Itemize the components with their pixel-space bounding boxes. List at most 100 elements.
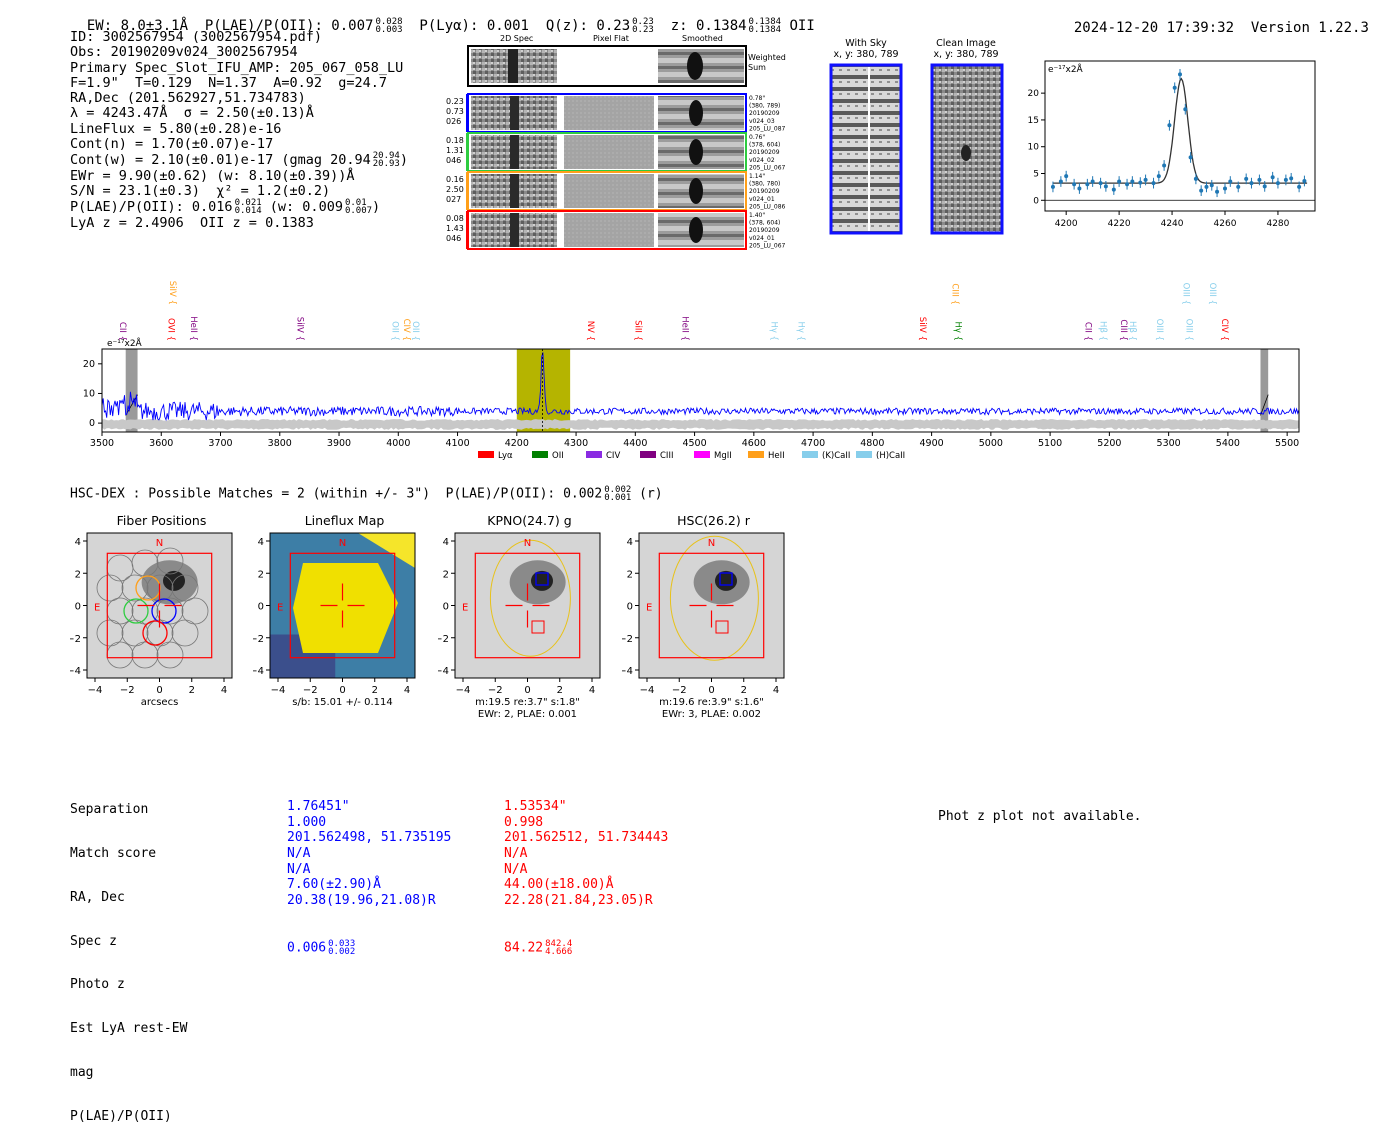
hsc-xtick-label: 0 [339, 685, 345, 696]
info-obs: Obs: 20190209v024_3002567954 [70, 44, 298, 61]
fit-data-point [1204, 184, 1209, 189]
with-sky-image [829, 63, 903, 235]
fiber-blue [151, 598, 177, 624]
fit-ytick-label: 0 [1033, 196, 1039, 206]
spectrum-line-id: CIII { [949, 283, 959, 305]
info-contw: Cont(w) = 2.10(±0.01)e-17 (gmag 20.94 20.… [70, 151, 408, 170]
spectrum-line-id: CIV { [401, 319, 411, 341]
fiber-circle [146, 574, 174, 602]
cutout-row-left-label: 0.16 [446, 175, 464, 184]
hsc-xlabel: m:19.6 re:3.9" s:1.6" [659, 697, 764, 708]
fit-data-point [1199, 188, 1204, 193]
galaxy-core [715, 570, 737, 591]
search-box [474, 552, 581, 659]
fit-data-point [1162, 163, 1167, 168]
fit-data-point [1297, 184, 1302, 189]
cutout-row-left-label: 0.08 [446, 214, 464, 223]
line-fit-plot: e⁻¹⁷x2Å 4200 4220 4240 4260 4280 0 5 10 15 20 [1028, 60, 1316, 229]
east-label: E [94, 603, 100, 614]
spectrum-xtick-label: 5400 [1216, 438, 1240, 449]
cutout-row-right-label: v024_03 [749, 118, 775, 125]
north-label: N [524, 538, 531, 549]
cutout-row-left-label: 1.31 [446, 146, 464, 155]
match-1-values: 1.76451" 1.000 201.562498, 51.735195 N/A N/A… [287, 799, 452, 957]
legend-swatch [748, 451, 764, 458]
fit-xtick-label: 4240 [1161, 219, 1184, 229]
cutout-2d-signal [510, 174, 519, 208]
galaxy-core [531, 570, 553, 591]
hsc-xlabel: m:19.5 re:3.7" s:1.8" [475, 697, 580, 708]
legend-swatch [586, 451, 602, 458]
info-lineflux: LineFlux = 5.80(±0.28)e-16 [70, 120, 282, 137]
fit-data-point [1289, 176, 1294, 181]
fit-ytick-label: 5 [1033, 170, 1039, 180]
spectrum-line-id: OIII { [1183, 319, 1193, 341]
cutout-row-left-label: 046 [446, 156, 461, 165]
spectrum-xtick-label: 5300 [1157, 438, 1181, 449]
cutout-row-left-label: 0.23 [446, 97, 464, 106]
fit-data-point [1215, 189, 1220, 194]
lineflux-corner [358, 533, 415, 568]
spectrum-line-id: CII { [117, 322, 127, 341]
legend-swatch [532, 451, 548, 458]
cutout-smoothed-signal [689, 139, 703, 165]
hsc-xtick-label: 4 [221, 685, 227, 696]
spectrum-ytick-label: 0 [89, 418, 95, 429]
hsc-xtick-label: −4 [271, 685, 286, 696]
spectrum-line-id: CII { [1083, 322, 1093, 341]
spectrum-xtick-label: 4400 [623, 438, 647, 449]
version: Version 1.22.3 [1250, 20, 1369, 36]
header-plae: P(LAE)/P(OII): 0.007 [204, 18, 374, 34]
hsc-ytick-label: 2 [258, 569, 264, 580]
spectrum-line-id: Hβ { [1097, 321, 1107, 341]
fit-data-point [1058, 179, 1063, 184]
label-spec-z: Spec z [70, 933, 117, 949]
fit-data-point [1178, 72, 1182, 77]
spectrum-line-id: SiIV { [295, 317, 305, 341]
spectrum-xtick-label: 5200 [1097, 438, 1121, 449]
detection-info: ID: 3002567954 (3002567954.pdf) Obs: 201… [70, 29, 408, 231]
cutout-pixel-flat [564, 135, 654, 169]
cutout-smoothed-signal [689, 178, 703, 204]
spectrum-line-id: OVI { [165, 318, 175, 341]
hsc-panel-1: Lineflux Map N E −4 −4 −2 −2 0 0 2 2 4 4 s/b: 15.01 +… [253, 513, 416, 708]
cutout-row-tab [466, 211, 469, 249]
lineflux-high [293, 563, 398, 653]
hsc-xtick-label: −2 [303, 685, 318, 696]
fiber-red [142, 620, 168, 646]
fit-data-point [1125, 182, 1130, 187]
legend-swatch [856, 451, 872, 458]
header-right: 2024-12-20 17:39:32 Version 1.22.3 [1057, 4, 1369, 36]
hsc-panel-title: Lineflux Map [305, 513, 385, 528]
fiber-circle [156, 547, 184, 575]
hsc-ytick-label: −2 [622, 634, 633, 645]
legend-label: MgII [714, 451, 732, 461]
spectrum-ytick-label: 10 [83, 388, 95, 399]
fit-data-point [1257, 177, 1262, 182]
fit-data-point [1156, 174, 1161, 179]
spectrum-line-id: SiIV { [167, 281, 177, 305]
cutout-row-right-label: 1.40" [749, 212, 765, 219]
cutout-row-right-label: 20190209 [749, 227, 780, 234]
hsc-xtick-label: −4 [88, 685, 103, 696]
hsc-ytick-label: 4 [258, 537, 264, 548]
fit-data-point [1143, 177, 1148, 182]
legend-label: (H)CaII [876, 451, 905, 461]
match-box-red [531, 620, 545, 634]
hsc-panel-3: HSC(26.2) r N E −4 −4 −2 −2 0 0 2 2 4 4 m:19.6 re:3.9… [622, 513, 785, 720]
cutout-row-tab [466, 133, 469, 171]
hsc-ytick-label: −4 [438, 666, 449, 677]
label-mag: mag [70, 1064, 94, 1080]
spectrum-line-id: Hγ { [769, 321, 779, 341]
cutout-2d-signal [510, 135, 519, 169]
hsc-image-bg [639, 533, 784, 678]
hsc-ytick-label: 0 [627, 602, 633, 613]
header-z-line: OII [789, 18, 815, 34]
hsc-ytick-label: −2 [438, 634, 449, 645]
east-label: E [277, 603, 283, 614]
aperture-ellipse [489, 539, 571, 657]
spectrum-xtick-label: 4000 [386, 438, 410, 449]
timestamp: 2024-12-20 17:39:32 [1073, 20, 1235, 36]
spectrum-excluded-hatch [125, 394, 138, 416]
full-spectrum-plot: e⁻¹⁷x2Å 3500 3600 3700 3800 3900 4000 4100 4200 4… [83, 281, 1300, 461]
